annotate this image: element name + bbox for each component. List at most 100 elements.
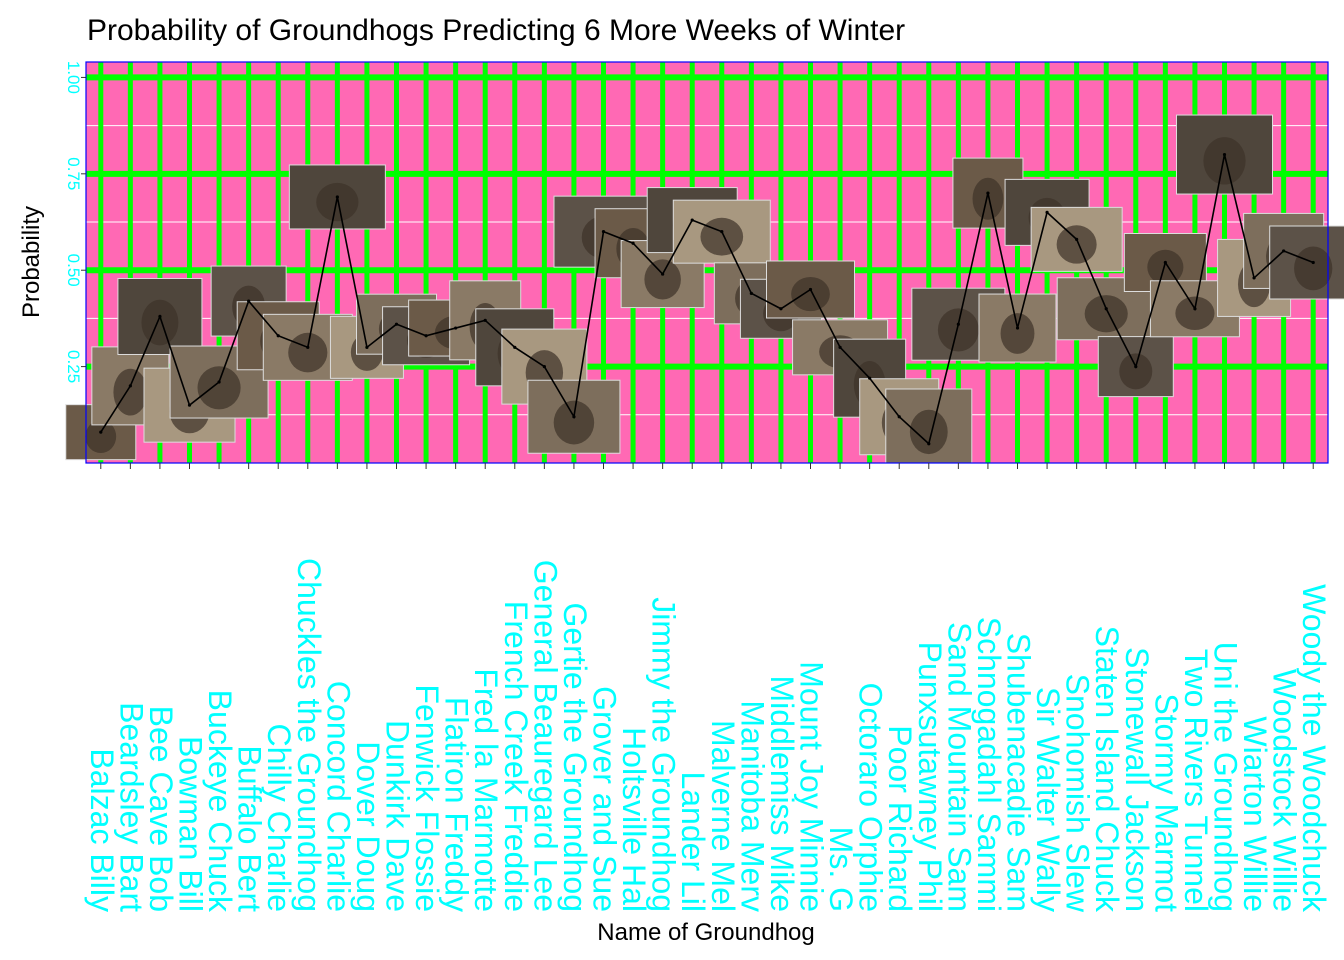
x-tick-label: Snohomish Slew	[1060, 674, 1096, 913]
data-point	[1282, 249, 1286, 253]
x-tick-label: French Creek Freddie	[498, 601, 534, 912]
x-tick-label: Buckeye Chuck	[202, 690, 238, 913]
data-point	[424, 334, 428, 338]
data-point	[927, 442, 931, 446]
y-tick-label: 0.75	[64, 157, 83, 190]
x-tick-label: Shubenacadie Sam	[1001, 633, 1037, 912]
data-point	[247, 299, 251, 303]
x-tick-label: Wiarton Willie	[1237, 716, 1273, 912]
data-point	[690, 218, 694, 222]
data-point	[306, 345, 310, 349]
x-tick-label: Lander Lil	[675, 771, 711, 912]
data-point	[1163, 260, 1167, 265]
x-tick-label: General Beauregard Lee	[527, 560, 563, 912]
y-axis-title: Probability	[18, 206, 45, 318]
x-tick-label: Punxsutawney Phil	[912, 642, 948, 912]
series-line	[100, 154, 1314, 446]
data-point	[1134, 365, 1138, 369]
x-tick-label: Two Rivers Tunnel	[1178, 649, 1214, 912]
x-tick-label: Stonewall Jackson	[1119, 647, 1155, 912]
x-tick-label: Buffalo Bert	[232, 745, 268, 912]
x-tick-label: Dover Doug	[350, 741, 386, 912]
x-tick-label: Poor Richard	[882, 725, 918, 912]
data-point	[749, 291, 753, 295]
data-point	[601, 230, 606, 234]
data-point	[808, 287, 813, 292]
x-tick-label: Woodstock Willie	[1267, 669, 1303, 912]
data-point	[838, 345, 842, 349]
x-tick-label: Balzac Billy	[84, 748, 120, 912]
data-point	[868, 376, 872, 380]
x-tick-label: Mount Joy Minnie	[794, 661, 830, 912]
data-point	[217, 380, 221, 384]
groundhog-photos	[65, 114, 1344, 464]
x-tick-label: Dunkirk Dave	[380, 720, 416, 912]
data-point	[365, 345, 369, 349]
data-point	[956, 322, 960, 326]
data-point	[631, 241, 635, 245]
data-point	[276, 334, 280, 338]
x-tick-label: Fenwick Flossie	[409, 684, 445, 912]
x-tick-label: Uni the Groundhog	[1208, 642, 1244, 912]
data-point	[1222, 152, 1227, 157]
data-point	[513, 345, 517, 349]
data-point	[483, 318, 487, 322]
data-point	[572, 415, 576, 419]
x-tick-label: Woody the Woodchuck	[1296, 584, 1332, 913]
x-tick-label: Sir Walter Wally	[1030, 687, 1066, 912]
y-axis: 0.25 0.50 0.75 1.00	[64, 61, 86, 383]
data-point	[394, 322, 399, 326]
x-tick-label: Grover and Sue	[587, 686, 623, 912]
y-tick-label: 0.50	[64, 254, 83, 287]
data-point	[1015, 326, 1020, 330]
x-tick-label: Concord Charlie	[320, 681, 356, 912]
x-tick-label: Jimmy the Groundhog	[646, 597, 682, 912]
x-axis-title: Name of Groundhog	[597, 919, 814, 946]
x-tick-label: Gertie the Groundhog	[557, 602, 593, 912]
x-tick-label: Beardsley Bart	[113, 702, 149, 912]
groundhog-photo	[885, 388, 973, 464]
x-tick-label: Ms. G	[823, 827, 859, 912]
x-tick-label: Bowman Bill	[173, 736, 209, 912]
data-point	[1104, 307, 1108, 311]
data-point	[986, 191, 990, 195]
data-point	[1193, 307, 1197, 311]
groundhog-photo	[1269, 225, 1344, 300]
chart-title: Probability of Groundhogs Predicting 6 M…	[87, 14, 905, 47]
x-tick-label: Bee Cave Bob	[143, 706, 179, 912]
x-tick-label: Holtsville Hal	[616, 727, 652, 912]
data-point	[1075, 237, 1079, 241]
x-tick-label: Fred la Marmotte	[468, 668, 504, 912]
data-point	[1311, 260, 1315, 265]
data-point	[1045, 210, 1049, 214]
data-point	[187, 403, 192, 407]
data-point	[542, 365, 546, 369]
y-tick-label: 1.00	[64, 61, 83, 94]
x-tick-label: Manitoba Merv	[734, 700, 770, 912]
x-tick-label: Schnogadahl Sammi	[971, 617, 1007, 912]
data-point	[128, 384, 132, 388]
x-tick-label: Sand Mountain Sam	[941, 622, 977, 912]
data-point	[335, 195, 339, 199]
x-tick-label: Chuckles the Groundhog	[291, 558, 327, 912]
data-point	[1252, 276, 1256, 280]
data-point	[897, 415, 901, 419]
groundhog-photo	[288, 164, 386, 230]
data-point	[661, 272, 665, 276]
data-point	[454, 326, 458, 330]
x-tick-label: Staten Island Chuck	[1089, 626, 1125, 913]
data-point	[158, 314, 162, 319]
x-tick-label: Stormy Marmot	[1148, 693, 1184, 912]
panel-border	[85, 61, 1329, 464]
series-layer	[85, 61, 1329, 464]
x-tick-label: Middlemiss Mike	[764, 676, 800, 912]
data-point	[720, 230, 724, 234]
x-tick-label: Octoraro Orphie	[853, 683, 889, 912]
x-tick-label: Chilly Charlie	[261, 724, 297, 913]
x-tick-label: Flatiron Freddy	[439, 697, 475, 912]
x-tick-label: Malverne Mel	[705, 720, 741, 912]
data-point	[99, 430, 103, 434]
y-tick-label: 0.25	[64, 350, 83, 383]
